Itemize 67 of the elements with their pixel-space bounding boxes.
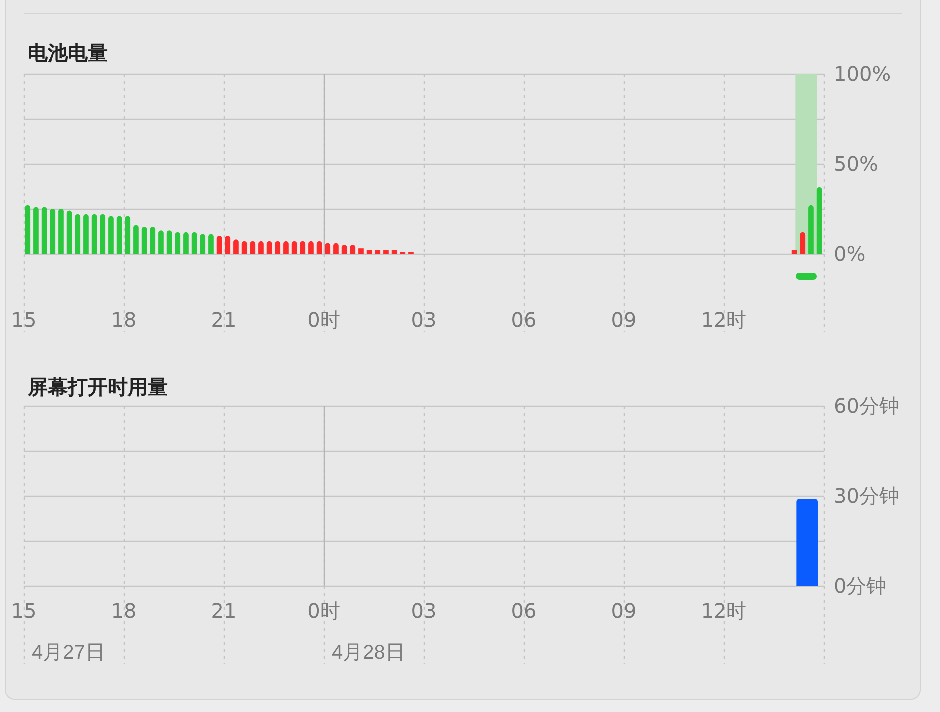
x-tick-label: 18 [111,308,137,332]
x-tick-label: 0时 [308,308,340,332]
bar [292,241,298,254]
bar [366,250,372,254]
bar [308,241,314,254]
x-tick-label: 21 [211,599,237,623]
bar [250,241,256,254]
x-tick-label: 03 [411,599,437,623]
bar [34,207,39,254]
bar [75,214,81,254]
bar [92,214,98,254]
x-tick-label: 12时 [701,308,747,332]
x-tick-label: 0时 [308,599,340,623]
x-tick-label: 15 [11,308,37,332]
bar [225,236,231,254]
y-tick-label: 50% [834,152,878,176]
bar [242,241,248,254]
bar [25,205,31,254]
bar [175,232,181,254]
y-tick-label: 0分钟 [834,574,887,598]
bar [234,240,239,254]
x-tick-label: 18 [111,599,137,623]
bar [192,232,198,254]
x-tick-label: 06 [511,599,537,623]
bar [125,216,131,254]
bar [50,209,56,254]
bar [358,248,364,254]
bar [300,241,306,254]
bar [208,234,214,254]
chart-title: 电池电量 [28,41,108,65]
x-tick-label: 15 [11,599,37,623]
x-tick-label: 06 [511,308,537,332]
bar [275,241,281,254]
x-tick-label: 09 [611,599,637,623]
bar [266,241,272,254]
bar [108,216,114,254]
bar [200,234,206,254]
bar [158,230,164,254]
bar [166,230,172,254]
x-tick-label: 09 [611,308,637,332]
bar [66,210,72,254]
x-tick-label: 21 [211,308,237,332]
bar [100,214,106,254]
y-tick-label: 60分钟 [834,394,900,418]
x-tick-label: 03 [411,308,437,332]
bar [134,225,139,254]
bar [142,227,148,254]
chart-title: 屏幕打开时用量 [27,375,168,399]
y-tick-label: 100% [834,62,892,86]
bar [84,214,89,254]
bar [58,209,64,254]
bar [284,241,289,254]
bar [150,227,156,254]
bar [116,216,122,254]
bar [184,232,189,254]
y-tick-label: 0% [834,242,866,266]
bar [316,241,322,254]
bar [42,207,48,254]
text: 4月27日 [32,642,106,664]
bar [375,250,381,254]
bar [216,236,222,254]
y-tick-label: 30分钟 [834,484,900,508]
bar [258,241,264,254]
bar [384,250,389,254]
text: 4月28日 [332,642,406,664]
x-tick-label: 12时 [701,599,747,623]
bar [392,250,398,254]
